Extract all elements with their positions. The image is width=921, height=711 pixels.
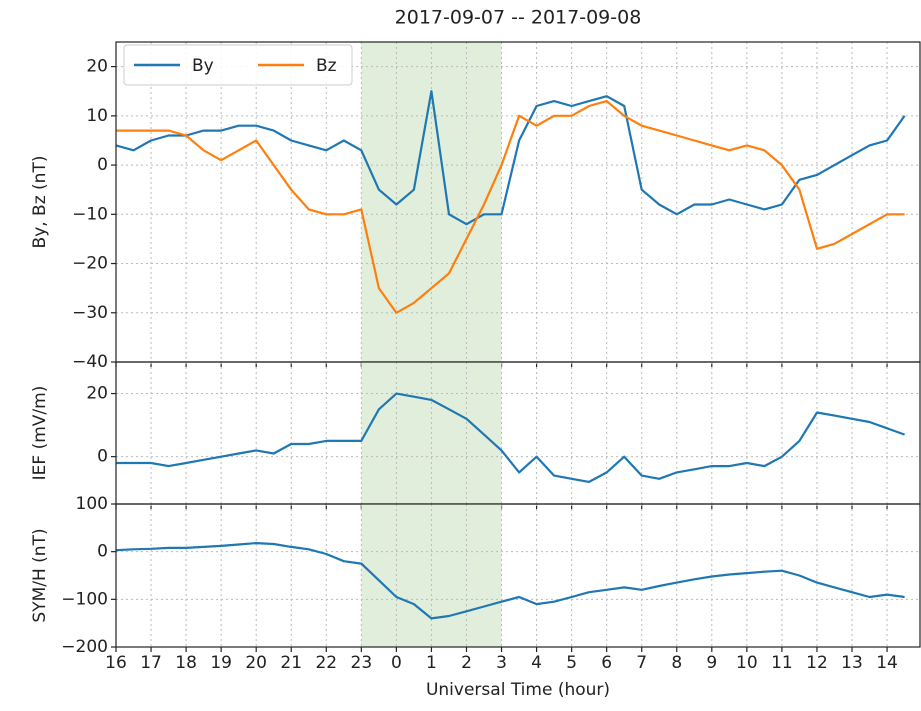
x-tick-label: 14	[876, 653, 898, 673]
x-tick-label: 2	[461, 653, 472, 673]
y-axis-label: By, Bz (nT)	[30, 156, 50, 249]
x-tick-label: 1	[426, 653, 437, 673]
x-tick-label: 4	[531, 653, 542, 673]
x-tick-label: 3	[496, 653, 507, 673]
x-tick-label: 23	[351, 653, 373, 673]
series-line	[116, 392, 905, 483]
x-tick-label: 22	[315, 653, 337, 673]
plot-frame	[115, 41, 921, 363]
x-tick-label: 0	[391, 653, 402, 673]
y-tick-label: 20	[86, 57, 108, 77]
x-tick-label: 5	[566, 653, 577, 673]
y-tick-label: −10	[72, 204, 108, 224]
plot-frame	[115, 361, 921, 505]
x-tick-label: 21	[280, 653, 302, 673]
y-tick-label: −40	[72, 352, 108, 372]
x-axis-label: Universal Time (hour)	[426, 680, 610, 700]
y-tick-label: −20	[72, 254, 108, 274]
series-line	[115, 90, 906, 226]
legend-box	[123, 44, 353, 86]
plot-frame	[115, 503, 921, 648]
chart-title: 2017-09-07 -- 2017-09-08	[395, 7, 642, 29]
x-tick-label: 18	[175, 653, 197, 673]
y-tick-label: 0	[97, 155, 108, 175]
x-tick-label: 12	[806, 653, 828, 673]
x-tick-label: 20	[245, 653, 267, 673]
x-tick-label: 11	[771, 653, 793, 673]
y-tick-label: 0	[97, 542, 108, 562]
y-axis-label: SYM/H (nT)	[30, 528, 50, 622]
x-tick-label: 10	[736, 653, 758, 673]
y-tick-label: −100	[61, 589, 108, 609]
y-tick-label: 100	[76, 494, 108, 514]
y-tick-label: −200	[61, 637, 108, 657]
series-line	[116, 100, 905, 314]
x-tick-label: 6	[601, 653, 612, 673]
legend-label: Bz	[316, 56, 337, 76]
y-tick-label: 20	[86, 384, 108, 404]
x-tick-label: 19	[210, 653, 232, 673]
x-tick-label: 9	[706, 653, 717, 673]
x-tick-label: 7	[636, 653, 647, 673]
x-tick-label: 8	[671, 653, 682, 673]
y-tick-label: 10	[86, 106, 108, 126]
x-tick-label: 13	[841, 653, 863, 673]
y-tick-label: 0	[97, 447, 108, 467]
legend-label: By	[192, 56, 214, 76]
y-tick-label: −30	[72, 303, 108, 323]
y-axis-label: IEF (mV/m)	[30, 386, 50, 481]
x-tick-label: 17	[140, 653, 162, 673]
x-tick-label: 16	[105, 653, 127, 673]
series-line	[115, 542, 905, 620]
